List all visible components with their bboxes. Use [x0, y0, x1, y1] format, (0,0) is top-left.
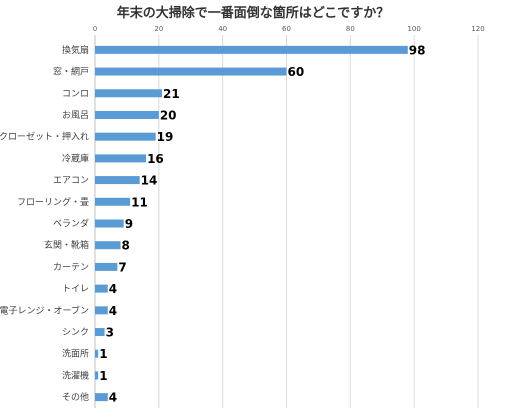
category-label: その他	[62, 391, 89, 403]
bar	[95, 306, 108, 315]
data-label: 9	[125, 217, 133, 231]
data-label: 4	[109, 391, 117, 405]
category-label: コンロ	[62, 89, 89, 99]
bar	[95, 219, 124, 228]
category-label: 換気扇	[62, 44, 89, 56]
data-label: 11	[131, 195, 148, 209]
data-label: 60	[288, 65, 305, 79]
category-label: 電子レンジ・オーブン	[0, 304, 89, 316]
bar	[95, 393, 108, 402]
category-label: エアコン	[53, 176, 89, 186]
data-label: 1	[99, 369, 107, 383]
bar	[95, 176, 140, 185]
bar	[95, 110, 159, 119]
data-label: 1	[99, 347, 107, 361]
data-label: 4	[109, 282, 117, 296]
data-label: 19	[157, 130, 174, 144]
data-label: 16	[147, 152, 164, 166]
x-tick-label: 100	[407, 25, 420, 33]
category-label: シンク	[62, 327, 89, 338]
bar	[95, 371, 99, 380]
data-label: 20	[160, 108, 177, 122]
y-axis-categories: 換気扇窓・網戸コンロお風呂クローゼット・押入れ冷蔵庫エアコンフローリング・畳ベラ…	[0, 44, 89, 403]
x-axis-ticks: 0 20 40 60 80 100 120	[93, 25, 485, 33]
chart-title: 年末の大掃除で一番面倒な箇所はどこですか？	[117, 5, 390, 21]
category-label: 窓・網戸	[53, 66, 89, 78]
bars	[95, 45, 408, 402]
category-label: フローリング・畳	[17, 196, 89, 208]
x-tick-label: 60	[282, 25, 291, 33]
category-label: カーテン	[53, 262, 89, 273]
bar	[95, 241, 121, 250]
category-label: クローゼット・押入れ	[0, 131, 89, 143]
data-label: 3	[106, 326, 114, 340]
bar	[95, 132, 156, 141]
x-tick-label: 40	[218, 25, 227, 33]
data-label: 14	[141, 174, 158, 188]
data-label: 98	[409, 43, 426, 57]
data-label: 21	[163, 87, 180, 101]
category-label: ベランダ	[53, 218, 89, 230]
x-tick-label: 120	[471, 25, 484, 33]
bar	[95, 154, 147, 163]
data-label: 8	[122, 239, 130, 253]
x-tick-label: 20	[154, 25, 163, 33]
bar	[95, 349, 99, 358]
category-label: トイレ	[62, 285, 89, 295]
bar	[95, 45, 408, 54]
data-label: 7	[118, 260, 126, 274]
bar	[95, 328, 105, 337]
bar	[95, 197, 131, 206]
category-label: 冷蔵庫	[62, 152, 89, 164]
x-tick-label: 0	[93, 25, 97, 33]
category-label: 洗濯機	[62, 369, 89, 381]
x-tick-label: 80	[346, 25, 355, 33]
bar	[95, 262, 118, 271]
bar	[95, 89, 163, 98]
data-label: 4	[109, 304, 117, 318]
category-label: 玄関・靴箱	[44, 239, 89, 251]
category-label: 洗面所	[62, 348, 89, 360]
bar	[95, 284, 108, 293]
bar	[95, 67, 287, 76]
category-label: お風呂	[62, 110, 89, 121]
